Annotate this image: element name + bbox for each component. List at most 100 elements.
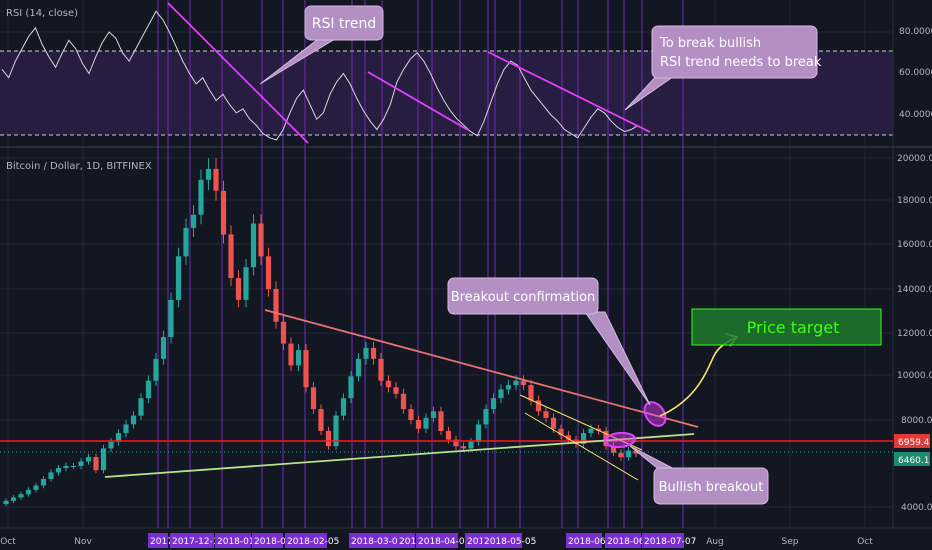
highlighted-tick-box-7	[416, 533, 458, 548]
candle-body-81	[610, 446, 617, 453]
last-price-flag	[894, 434, 930, 448]
highlighted-tick-box-6	[397, 533, 415, 548]
price-target-label: Price target	[747, 318, 840, 337]
highlighted-tick-box-1	[170, 533, 214, 548]
highlighted-tick-box-0	[148, 533, 168, 548]
price-tick-14000: 14000.0	[897, 285, 932, 295]
candle-body-30	[228, 234, 234, 279]
candle-body-70	[528, 385, 534, 401]
callout-bullish-breakout-text: Bullish breakout	[659, 480, 764, 495]
bullish-breakout-marker	[604, 431, 636, 449]
candle-body-0	[3, 500, 9, 505]
time-tick-4: Oct	[857, 537, 873, 547]
callout-rsi-break-line1: To break bullish	[659, 36, 761, 51]
candle-body-69	[520, 380, 527, 386]
highlighted-tick-3: 2018-01-2	[254, 537, 301, 547]
time-tick-2: Aug	[706, 537, 724, 547]
candle-body-9	[70, 465, 77, 468]
rsi-series-line	[1, 10, 639, 141]
candle-body-58	[438, 411, 444, 431]
resistance-trendline	[264, 309, 699, 428]
candle-body-29	[220, 190, 227, 235]
callout-bullish-breakout	[653, 467, 769, 505]
rsi-tick-40: 40.0000	[899, 110, 932, 120]
candle-body-15	[115, 433, 122, 442]
candle-body-1	[10, 497, 17, 501]
candle-body-7	[55, 468, 62, 473]
candle-body-49	[370, 347, 377, 359]
time-tick-0: Oct	[0, 537, 16, 547]
price-tick-20000: 20000.0	[897, 154, 932, 164]
candle-body-32	[243, 267, 249, 300]
candle-body-42	[318, 409, 324, 431]
candle-body-10	[78, 461, 84, 466]
highlighted-tick-9: 2018-05-05	[484, 537, 536, 547]
candle-body-71	[535, 400, 542, 412]
candle-body-25	[190, 214, 197, 228]
price-tick-4000: 4000.0	[901, 503, 932, 513]
candle-body-64	[483, 409, 489, 425]
current-price-flag	[894, 452, 930, 466]
highlighted-tick-box-12	[642, 533, 684, 548]
rsi-legend: RSI (14, close)	[6, 8, 78, 19]
candle-body-46	[348, 376, 354, 399]
support-trendline	[104, 433, 695, 478]
candle-body-39	[295, 350, 302, 366]
callout-rsi-break-line2: RSI trend needs to break	[660, 55, 822, 70]
highlighted-tick-box-5	[349, 533, 397, 548]
candle-body-63	[475, 424, 482, 442]
highlighted-tick-box-3	[252, 533, 283, 548]
candle-body-40	[303, 350, 309, 388]
candle-body-48	[363, 347, 369, 359]
highlighted-tick-10: 2018-06-	[568, 537, 609, 547]
candle-body-2	[18, 494, 24, 498]
candle-body-13	[100, 448, 107, 471]
price-target-box	[691, 308, 882, 346]
candle-body-51	[385, 380, 392, 388]
candle-body-21	[160, 337, 167, 359]
candle-body-59	[445, 430, 452, 440]
rsi-trendline-2	[367, 71, 469, 131]
candle-body-18	[138, 398, 144, 416]
candle-body-8	[63, 465, 69, 469]
candle-body-33	[250, 223, 257, 268]
last-price-flag-text: 6959.4	[898, 438, 930, 448]
price-candles	[3, 158, 639, 507]
price-tick-18000: 18000.0	[897, 196, 932, 206]
candle-body-45	[340, 398, 347, 416]
price-legend: Bitcoin / Dollar, 1D, BITFINEX	[6, 161, 152, 172]
candle-body-36	[273, 289, 279, 322]
candle-body-14	[108, 441, 114, 449]
breakout-confirmation-marker	[643, 401, 667, 427]
candle-body-55	[415, 420, 422, 429]
highlighted-tick-box-10	[566, 533, 602, 548]
price-tick-12000: 12000.0	[897, 329, 932, 339]
highlighted-tick-box-11	[605, 533, 641, 548]
rsi-tick-80: 80.0000	[899, 27, 932, 37]
channel-lower-line	[524, 412, 639, 481]
current-price-flag-text: 6460.1	[898, 456, 930, 466]
candle-body-23	[175, 256, 182, 300]
candle-body-60	[453, 439, 459, 447]
candle-body-56	[423, 417, 429, 429]
candle-body-3	[25, 489, 32, 495]
candle-body-52	[393, 387, 399, 394]
highlighted-tick-11: 2018-06-	[607, 537, 648, 547]
candle-body-11	[85, 457, 92, 462]
candle-body-28	[213, 168, 219, 191]
candle-body-19	[145, 380, 152, 399]
callout-breakout-confirmation	[447, 277, 599, 315]
callout-rsi-trend-text: RSI trend	[312, 16, 377, 32]
candle-body-65	[490, 398, 497, 410]
highlighted-tick-box-4	[285, 533, 327, 548]
highlighted-tick-4: 2018-02-05	[287, 537, 339, 547]
candle-body-74	[558, 428, 564, 436]
candle-body-38	[288, 343, 294, 366]
candle-body-37	[280, 321, 287, 344]
candle-body-47	[355, 358, 362, 377]
highlighted-tick-box-8	[465, 533, 482, 548]
candle-body-62	[468, 441, 474, 449]
candle-body-82	[618, 452, 624, 458]
